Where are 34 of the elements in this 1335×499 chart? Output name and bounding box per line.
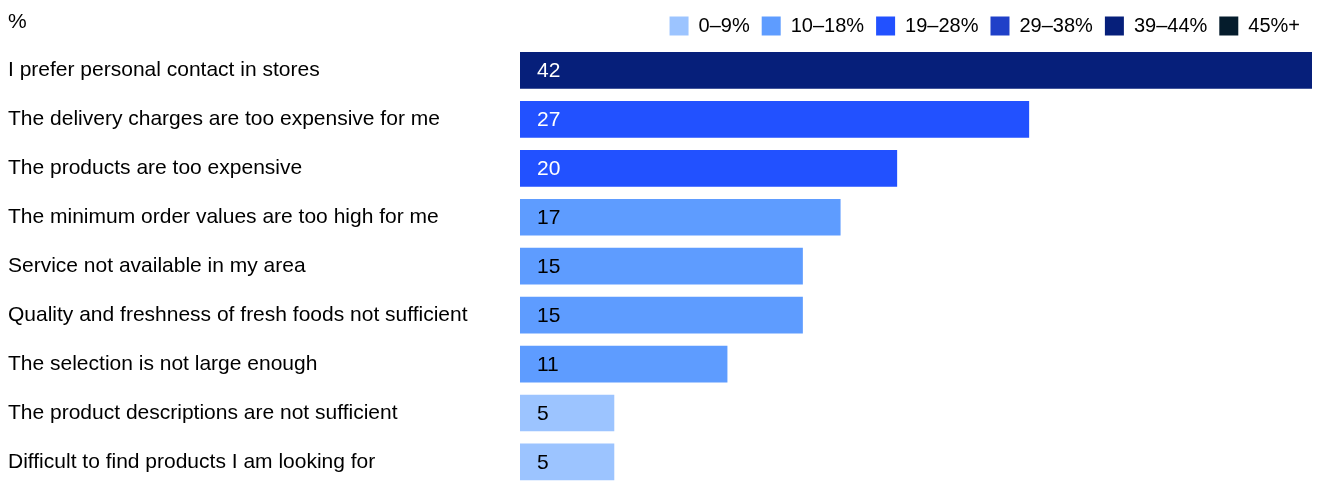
bar xyxy=(520,345,728,383)
y-tick-label: The selection is not large enough xyxy=(8,350,318,374)
bar xyxy=(520,247,803,285)
data-label: 11 xyxy=(537,351,559,375)
bar xyxy=(520,101,1030,138)
data-label: 5 xyxy=(537,400,549,424)
y-tick-label: Service not available in my area xyxy=(8,253,306,276)
bar xyxy=(520,443,615,481)
legend-label: 29–38% xyxy=(1019,13,1094,36)
legend-label: 10–18% xyxy=(790,13,865,36)
bar xyxy=(520,394,615,432)
y-tick-label: I prefer personal contact in stores xyxy=(8,57,320,81)
legend-label: 39–44% xyxy=(1133,13,1208,36)
data-label: 15 xyxy=(537,254,561,277)
y-tick-label: The delivery charges are too expensive for me xyxy=(8,106,440,130)
y-tick-label: The product descriptions are not sufficient xyxy=(8,399,398,423)
bar xyxy=(520,52,1312,89)
y-tick-label: The products are too expensive xyxy=(8,155,303,179)
data-label: 42 xyxy=(537,58,561,82)
bar xyxy=(520,149,898,187)
data-label: 15 xyxy=(537,302,561,326)
y-tick-label: Difficult to find products I am looking for xyxy=(8,448,376,472)
data-label: 5 xyxy=(537,449,549,473)
legend-label: 45%+ xyxy=(1248,13,1301,36)
bar xyxy=(520,296,803,334)
data-label: 20 xyxy=(537,156,561,180)
legend-label: 19–28% xyxy=(905,13,979,36)
bar xyxy=(520,198,841,236)
x-axis-title: % xyxy=(8,8,27,34)
data-label: 27 xyxy=(537,107,561,131)
legend-label: 0–9% xyxy=(698,13,750,36)
y-tick-label: Quality and freshness of fresh foods not sufficient xyxy=(8,301,468,325)
y-tick-label: The minimum order values are too high for me xyxy=(8,204,439,228)
data-label: 17 xyxy=(537,205,561,229)
